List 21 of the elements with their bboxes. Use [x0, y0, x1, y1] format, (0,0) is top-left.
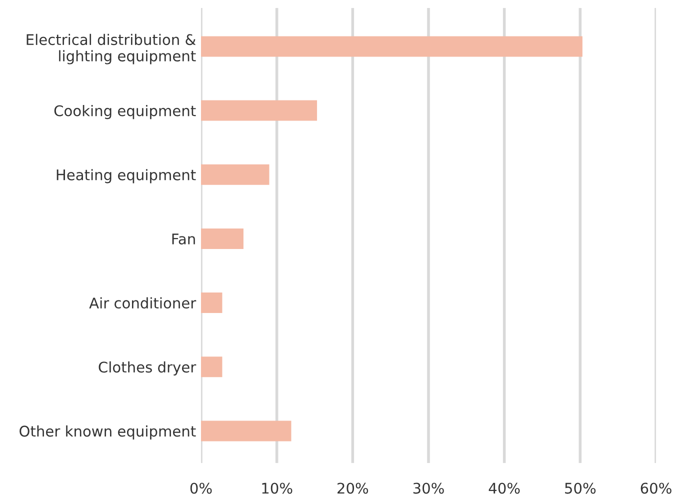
x-tick-label: 60%	[640, 482, 672, 494]
x-tick-label: 30%	[413, 482, 444, 494]
bar	[201, 228, 244, 249]
bar	[201, 36, 582, 57]
bar	[201, 164, 270, 185]
y-tick-label: Cooking equipment	[54, 104, 196, 120]
bar	[201, 292, 222, 314]
x-tick-label: 20%	[338, 482, 368, 494]
y-tick-label: Electrical distribution & lighting equipment	[26, 34, 196, 64]
x-tick-label: 0%	[190, 482, 212, 494]
bar	[201, 420, 292, 442]
bar	[201, 356, 222, 378]
y-tick-label: Air conditioner	[89, 297, 196, 309]
x-tick-label: 10%	[262, 482, 292, 494]
x-tick-label: 40%	[488, 482, 520, 494]
y-tick-label: Fan	[172, 234, 195, 244]
bar	[201, 100, 318, 121]
y-tick-label: Clothes dryer	[98, 361, 196, 376]
x-tick-label: 50%	[565, 482, 596, 494]
y-tick-label: Heating equipment	[56, 169, 196, 184]
y-tick-label: Other known equipment	[20, 425, 196, 440]
